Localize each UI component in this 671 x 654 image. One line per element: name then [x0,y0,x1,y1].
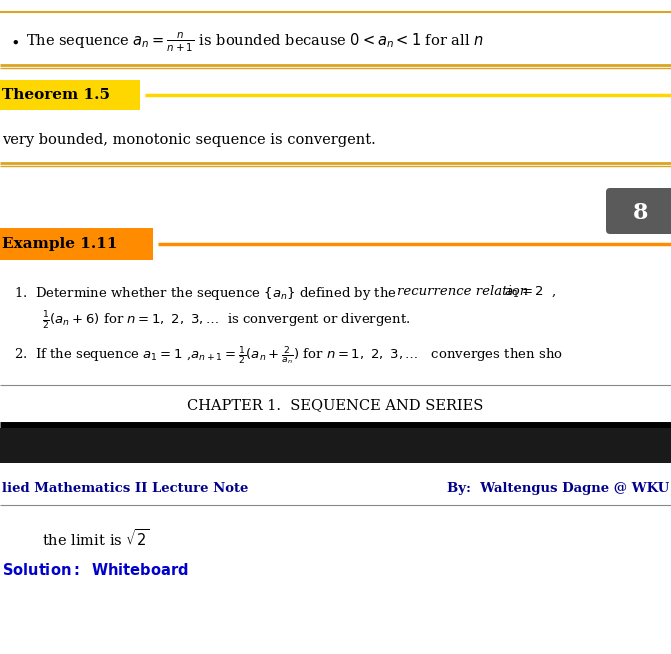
Text: By:  Waltengus Dagne @ WKU: By: Waltengus Dagne @ WKU [447,482,669,495]
Bar [0,80,140,110]
Text: 2.  If the sequence $a_1 = 1$ ,$a_{n+1} = \frac{1}{2}(a_n + \frac{2}{a_n})$ for : 2. If the sequence $a_1 = 1$ ,$a_{n+1} =… [14,345,563,367]
Text: Example 1.11: Example 1.11 [2,237,117,251]
Text: 8: 8 [633,202,649,224]
Text: $a_1 = 2$  ,: $a_1 = 2$ , [500,285,556,300]
Text: CHAPTER 1.  SEQUENCE AND SERIES: CHAPTER 1. SEQUENCE AND SERIES [187,398,483,412]
Text: the limit is $\sqrt{2}$: the limit is $\sqrt{2}$ [42,528,150,549]
Text: lied Mathematics II Lecture Note: lied Mathematics II Lecture Note [2,482,248,495]
Bar [0,228,153,260]
Text: $\mathbf{Solution:}$  $\mathbf{Whiteboard}$: $\mathbf{Solution:}$ $\mathbf{Whiteboard… [2,562,189,578]
Text: The sequence $a_n = \frac{n}{n+1}$ is bounded because $0 < a_n < 1$ for all $n$: The sequence $a_n = \frac{n}{n+1}$ is bo… [26,30,484,54]
Text: recurrence relation: recurrence relation [397,285,528,298]
FancyBboxPatch shape [606,188,671,234]
Text: very bounded, monotonic sequence is convergent.: very bounded, monotonic sequence is conv… [2,133,376,147]
Bar [0,428,671,463]
Text: Theorem 1.5: Theorem 1.5 [2,88,110,102]
Text: 1.  Determine whether the sequence $\{a_n\}$ defined by the: 1. Determine whether the sequence $\{a_n… [14,285,398,302]
Text: $\bullet$: $\bullet$ [9,35,19,49]
Text: $\frac{1}{2}(a_n + 6)$ for $n = 1,\ 2,\ 3,\ldots$  is convergent or divergent.: $\frac{1}{2}(a_n + 6)$ for $n = 1,\ 2,\ … [42,310,411,332]
